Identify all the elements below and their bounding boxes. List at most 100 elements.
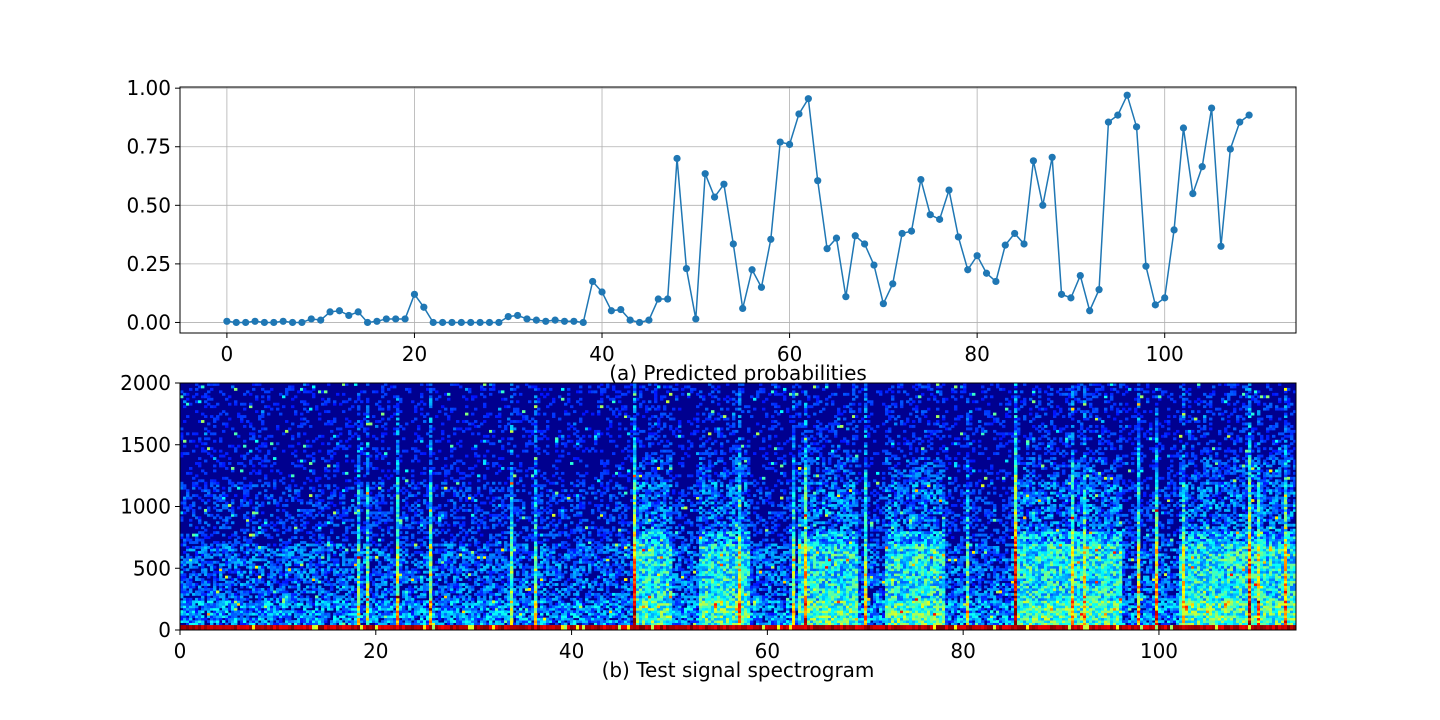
spectrogram-cell xyxy=(423,531,426,534)
spectrogram-cell xyxy=(435,593,438,596)
spectrogram-cell xyxy=(423,403,426,406)
spectrogram-cell xyxy=(276,442,279,445)
spectrogram-cell xyxy=(294,556,297,559)
spectrogram-cell xyxy=(396,600,399,603)
spectrogram-cell xyxy=(321,590,324,593)
spectrogram-cell xyxy=(366,484,369,487)
spectrogram-cell xyxy=(357,413,360,416)
spectrogram-cell xyxy=(384,474,387,477)
spectrogram-cell xyxy=(480,571,483,574)
spectrogram-cell xyxy=(498,425,501,428)
spectrogram-cell xyxy=(492,524,495,527)
spectrogram-cell xyxy=(228,608,231,611)
spectrogram-cell xyxy=(432,544,435,547)
spectrogram-cell xyxy=(516,593,519,596)
spectrogram-cell xyxy=(420,400,423,403)
spectrogram-cell xyxy=(300,546,303,549)
spectrogram-cell xyxy=(429,581,432,584)
spectrogram-cell xyxy=(444,610,447,613)
spectrogram-cell xyxy=(456,467,459,470)
spectrogram-cell xyxy=(315,551,318,554)
spectrogram-cell xyxy=(279,472,282,475)
spectrogram-cell xyxy=(237,573,240,576)
spectrogram-cell xyxy=(510,514,513,517)
spectrogram-cell xyxy=(183,563,186,566)
spectrogram-cell xyxy=(492,504,495,507)
spectrogram-cell xyxy=(357,469,360,472)
spectrogram-cell xyxy=(249,405,252,408)
spectrogram-cell xyxy=(384,603,387,606)
spectrogram-cell xyxy=(192,450,195,453)
spectrogram-cell xyxy=(516,408,519,411)
spectrogram-cell xyxy=(309,620,312,623)
spectrogram-cell xyxy=(516,551,519,554)
spectrogram-cell xyxy=(195,556,198,559)
spectrogram-cell xyxy=(357,539,360,542)
spectrogram-cell xyxy=(204,415,207,418)
spectrogram-cell xyxy=(441,598,444,601)
spectrogram-cell xyxy=(408,390,411,393)
spectrogram-cell xyxy=(507,566,510,569)
spectrogram-cell xyxy=(222,492,225,495)
spectrogram-cell xyxy=(390,519,393,522)
spectrogram-cell xyxy=(318,568,321,571)
spectrogram-cell xyxy=(444,482,447,485)
spectrogram-cell xyxy=(465,566,468,569)
spectrogram-cell xyxy=(228,462,231,465)
spectrogram-cell xyxy=(381,413,384,416)
spectrogram-cell xyxy=(450,600,453,603)
spectrogram-cell xyxy=(255,457,258,460)
spectrogram-cell xyxy=(315,541,318,544)
spectrogram-cell xyxy=(351,548,354,551)
spectrogram-cell xyxy=(348,509,351,512)
spectrogram-cell xyxy=(423,467,426,470)
spectrogram-cell xyxy=(324,484,327,487)
spectrogram-cell xyxy=(186,568,189,571)
spectrogram-cell xyxy=(459,385,462,388)
spectrogram-cell xyxy=(216,618,219,621)
spectrogram-cell xyxy=(219,437,222,440)
spectrogram-cell xyxy=(258,568,261,571)
spectrogram-cell xyxy=(444,618,447,621)
spectrogram-cell xyxy=(375,484,378,487)
spectrogram-cell xyxy=(360,553,363,556)
spectrogram-cell xyxy=(345,447,348,450)
spectrogram-cell xyxy=(477,583,480,586)
spectrogram-cell xyxy=(474,610,477,613)
spectrogram-cell xyxy=(363,531,366,534)
spectrogram-cell xyxy=(222,613,225,616)
spectrogram-cell xyxy=(183,615,186,618)
probability-point xyxy=(852,232,859,239)
spectrogram-cell xyxy=(300,598,303,601)
spectrogram-cell xyxy=(357,516,360,519)
spectrogram-cell xyxy=(474,618,477,621)
spectrogram-cell xyxy=(294,489,297,492)
spectrogram-cell xyxy=(225,425,228,428)
spectrogram-cell xyxy=(369,608,372,611)
spectrogram-cell xyxy=(468,586,471,589)
spectrogram-cell xyxy=(264,437,267,440)
spectrogram-cell xyxy=(252,618,255,621)
spectrogram-cell xyxy=(390,603,393,606)
spectrogram-cell xyxy=(255,447,258,450)
spectrogram-cell xyxy=(324,615,327,618)
spectrogram-cell xyxy=(483,502,486,505)
spectrogram-cell xyxy=(198,586,201,589)
spectrogram-cell xyxy=(276,534,279,537)
spectrogram-cell xyxy=(207,595,210,598)
spectrogram-cell xyxy=(453,536,456,539)
spectrogram-cell xyxy=(393,558,396,561)
spectrogram-cell xyxy=(414,418,417,421)
spectrogram-cell xyxy=(411,610,414,613)
spectrogram-cell xyxy=(384,519,387,522)
spectrogram-cell xyxy=(489,578,492,581)
spectrogram-cell xyxy=(396,521,399,524)
spectrogram-cell xyxy=(465,563,468,566)
spectrogram-cell xyxy=(387,620,390,623)
spectrogram-cell xyxy=(396,442,399,445)
spectrogram-cell xyxy=(216,521,219,524)
spectrogram-cell xyxy=(474,504,477,507)
spectrogram-cell xyxy=(417,539,420,542)
spectrogram-cell xyxy=(207,620,210,623)
spectrogram-cell xyxy=(258,553,261,556)
